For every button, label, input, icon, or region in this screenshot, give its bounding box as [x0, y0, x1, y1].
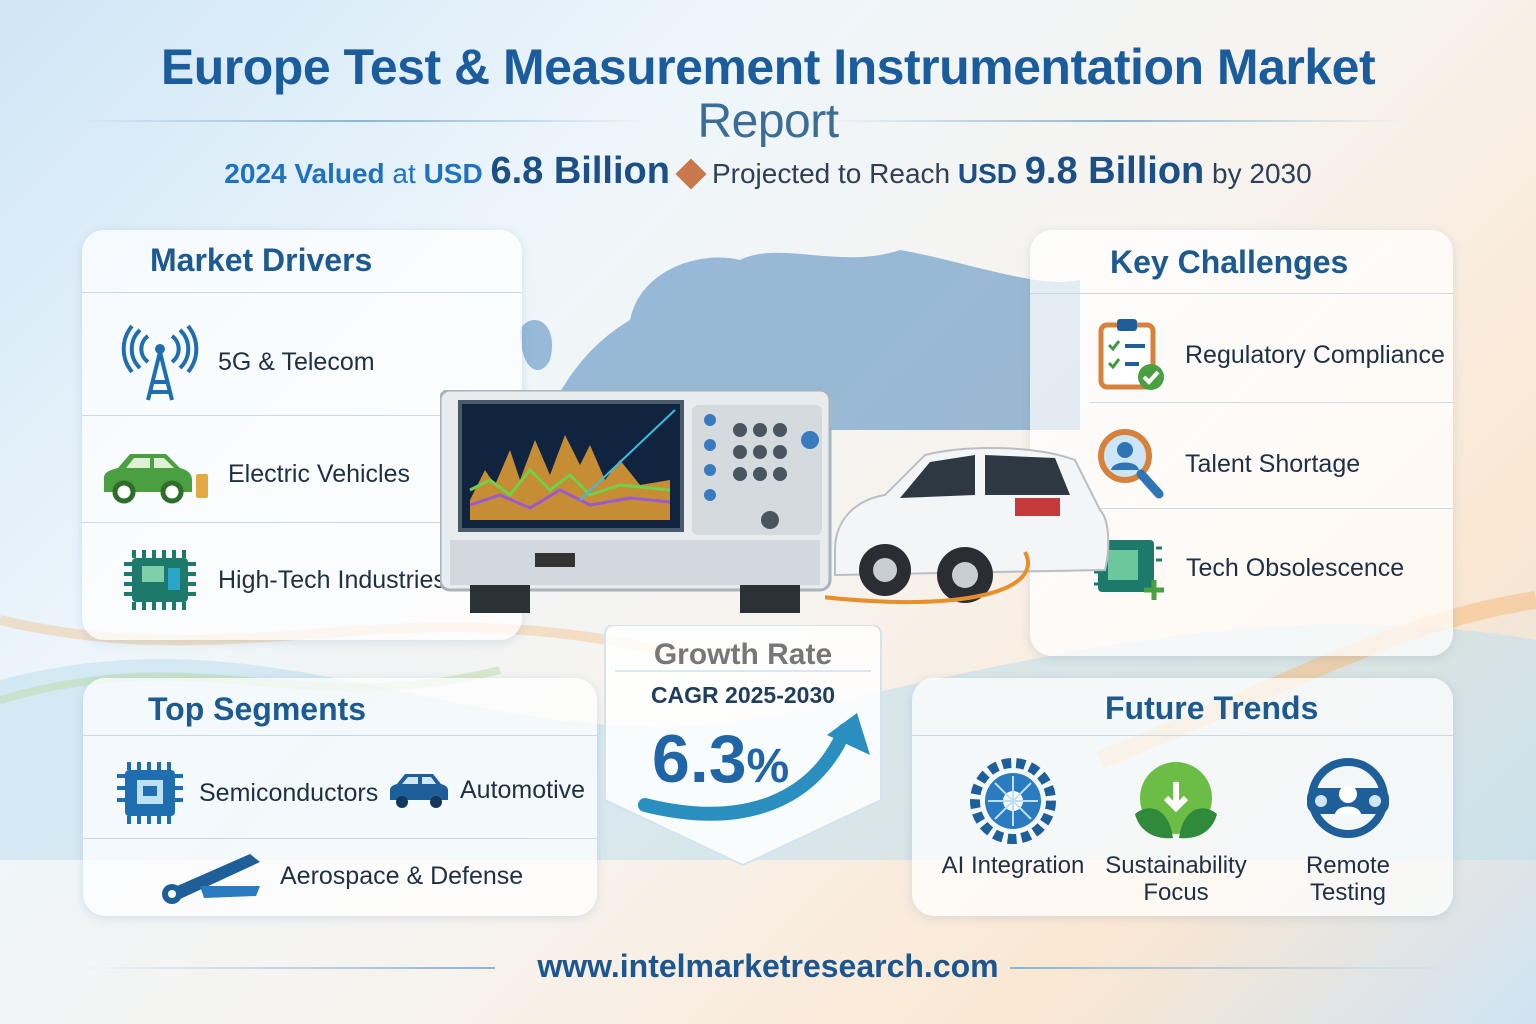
usd-label: USD [957, 158, 1017, 189]
trend-remote-testing: Remote Testing [1268, 758, 1428, 906]
segment-label: Aerospace & Defense [280, 861, 524, 890]
challenge-label: Regulatory Compliance [1185, 340, 1445, 369]
divider [82, 522, 442, 523]
cagr-period: CAGR 2025-2030 [650, 682, 836, 708]
cagr-number: 6.3 [652, 721, 747, 797]
segment-semiconductors: Semiconductors [115, 758, 378, 828]
divider [1090, 402, 1453, 403]
chip-icon [117, 762, 183, 824]
value-2030: 9.8 Billion [1024, 150, 1205, 192]
leaf-icon [1135, 762, 1217, 839]
driver-label: High-Tech Industries [218, 565, 446, 594]
car-icon [390, 774, 448, 808]
by-year: by 2030 [1212, 158, 1312, 189]
page-title-report: Report [697, 95, 839, 148]
circuit-chip-icon [124, 550, 196, 610]
challenge-label: Talent Shortage [1185, 449, 1361, 478]
divider [83, 838, 597, 839]
title-divider-left [75, 120, 645, 122]
diamond-separator-icon [675, 158, 707, 190]
usd-label: USD [423, 158, 483, 189]
segment-aerospace-defense: Aerospace & Defense [160, 846, 523, 906]
key-challenges-title: Key Challenges [1110, 244, 1349, 280]
trend-label: AI Integration [941, 852, 1085, 879]
divider [83, 735, 597, 736]
challenge-talent-shortage: Talent Shortage [1095, 424, 1360, 504]
market-value-subtitle: 2024 Valued at USD 6.8 Billion Projected … [0, 150, 1536, 193]
market-drivers-title: Market Drivers [150, 242, 373, 278]
trend-label: Sustainability Focus [1105, 852, 1247, 906]
cagr-value: 6.3% [652, 720, 789, 798]
wrench-icon [162, 854, 260, 904]
challenge-label: Tech Obsolescence [1186, 553, 1405, 582]
year-valued: 2024 Valued [224, 158, 385, 189]
ai-gear-icon [970, 758, 1056, 844]
trend-label: Remote Testing [1305, 852, 1391, 906]
trend-sustainability-focus: Sustainability Focus [1096, 758, 1256, 906]
title-divider-right [825, 120, 1405, 122]
driver-high-tech-industries: High-Tech Industries [120, 540, 446, 620]
driver-label: Electric Vehicles [228, 459, 411, 488]
divider [1090, 508, 1453, 509]
segment-automotive: Automotive [388, 768, 585, 812]
future-trends-title: Future Trends [1105, 690, 1319, 726]
cell-tower-icon [121, 324, 199, 401]
segment-label: Automotive [460, 775, 586, 804]
segment-label: Semiconductors [199, 778, 379, 807]
divider [82, 415, 442, 416]
website-link[interactable]: www.intelmarketresearch.com [537, 948, 999, 984]
clipboard-check-icon [1098, 319, 1164, 390]
challenge-tech-obsolescence: Tech Obsolescence [1092, 528, 1404, 608]
projected-text: Projected to Reach [711, 158, 951, 189]
trend-ai-integration: AI Integration [933, 758, 1093, 879]
cagr-unit: % [746, 740, 790, 793]
driver-label: 5G & Telecom [218, 347, 375, 376]
growth-rate-badge [604, 625, 882, 867]
electric-car-icon [104, 454, 208, 504]
page-title: Europe Test & Measurement Instrumentatio… [160, 39, 1376, 95]
challenge-regulatory-compliance: Regulatory Compliance [1095, 315, 1445, 395]
top-segments-title: Top Segments [148, 691, 367, 727]
at-text: at [392, 158, 416, 189]
footer-divider-left [75, 967, 495, 969]
footer-divider-right [1010, 967, 1460, 969]
value-2024: 6.8 Billion [490, 150, 670, 192]
remote-user-icon [1307, 758, 1389, 838]
driver-electric-vehicles: Electric Vehicles [100, 434, 410, 514]
divider [912, 735, 1453, 736]
driver-5g-telecom: 5G & Telecom [120, 322, 375, 402]
person-search-icon [1098, 429, 1164, 499]
growth-rate-title: Growth Rate [653, 638, 833, 671]
divider [1030, 293, 1453, 294]
divider [82, 292, 522, 293]
oscilloscope-illustration [440, 390, 832, 613]
europe-map-illustration [520, 250, 1080, 430]
electric-car-illustration [825, 447, 1110, 605]
